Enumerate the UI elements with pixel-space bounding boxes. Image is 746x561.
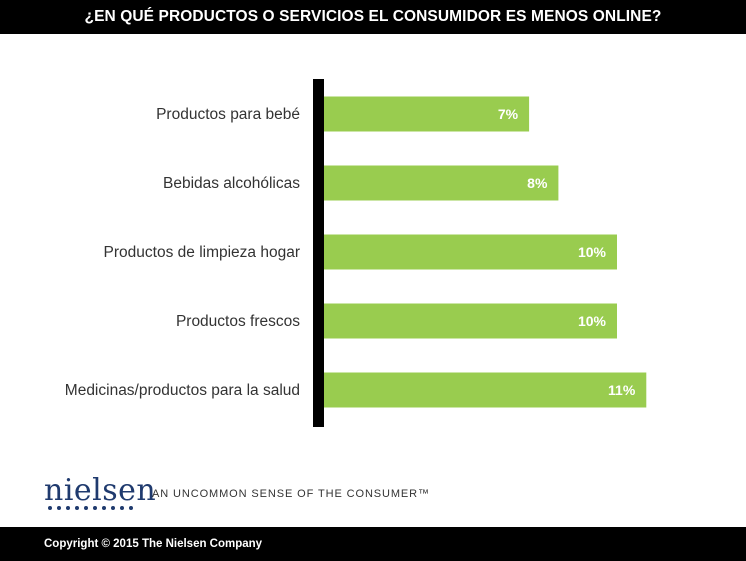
- bar: [324, 372, 647, 408]
- category-label: Productos de limpieza hogar: [104, 244, 300, 261]
- footer-bar: Copyright © 2015 The Nielsen Company: [0, 527, 746, 561]
- nielsen-logo: nielsen: [44, 473, 157, 508]
- brand-block: nielsen AN UNCOMMON SENSE OF THE CONSUME…: [44, 476, 464, 516]
- bar: [324, 234, 617, 270]
- y-axis-line: [313, 79, 324, 427]
- bar: [324, 303, 617, 339]
- bar-value-label: 11%: [608, 382, 636, 398]
- bar: [324, 96, 530, 132]
- category-label: Productos frescos: [176, 313, 300, 330]
- bar-chart: Productos para bebé 7% Bebidas alcohólicas…: [65, 79, 647, 427]
- header-bar: ¿EN QUÉ PRODUCTOS O SERVICIOS EL CONSUMI…: [0, 0, 746, 34]
- logo-dots: [48, 506, 133, 510]
- bar: [324, 165, 559, 201]
- bar-value-label: 10%: [578, 313, 607, 329]
- category-label: Bebidas alcohólicas: [163, 175, 300, 192]
- category-label: Productos para bebé: [156, 106, 300, 123]
- chart-title: ¿EN QUÉ PRODUCTOS O SERVICIOS EL CONSUMI…: [84, 8, 662, 25]
- brand-tagline: AN UNCOMMON SENSE OF THE CONSUMER™: [152, 488, 430, 500]
- bar-value-label: 10%: [578, 244, 607, 260]
- category-label: Medicinas/productos para la salud: [65, 382, 300, 399]
- bar-value-label: 8%: [527, 175, 548, 191]
- copyright-text: Copyright © 2015 The Nielsen Company: [44, 538, 263, 550]
- bar-value-label: 7%: [498, 106, 519, 122]
